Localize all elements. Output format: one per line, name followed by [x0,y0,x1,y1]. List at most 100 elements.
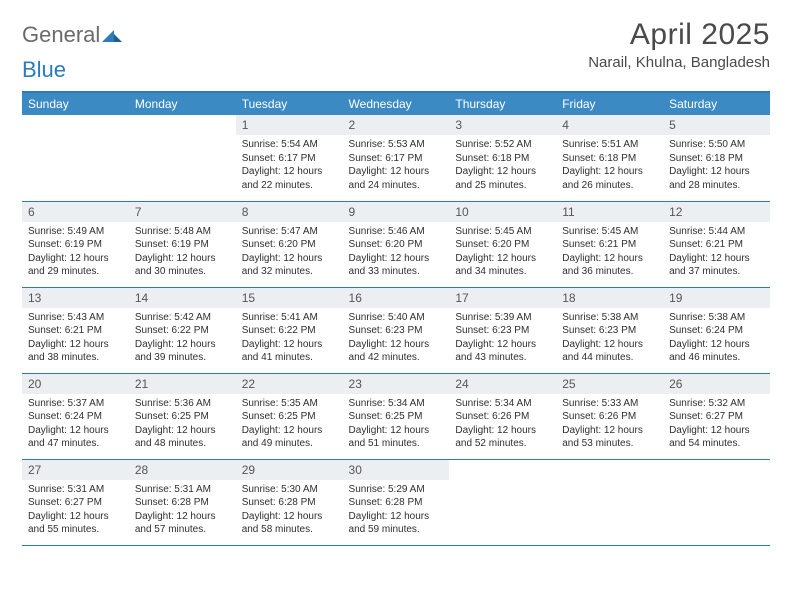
day-number: 22 [236,374,343,394]
day-details: Sunrise: 5:50 AMSunset: 6:18 PMDaylight:… [663,135,770,196]
sunrise-text: Sunrise: 5:47 AM [242,225,337,239]
day-details: Sunrise: 5:31 AMSunset: 6:27 PMDaylight:… [22,480,129,541]
calendar-day-cell: 12Sunrise: 5:44 AMSunset: 6:21 PMDayligh… [663,201,770,287]
daylight-text: Daylight: 12 hours and 28 minutes. [669,165,764,192]
sunset-text: Sunset: 6:28 PM [349,496,444,510]
title-block: April 2025 Narail, Khulna, Bangladesh [588,18,770,71]
calendar-day-cell: 2Sunrise: 5:53 AMSunset: 6:17 PMDaylight… [343,115,450,201]
sunset-text: Sunset: 6:20 PM [349,238,444,252]
sunset-text: Sunset: 6:22 PM [242,324,337,338]
sunrise-text: Sunrise: 5:31 AM [135,483,230,497]
daylight-text: Daylight: 12 hours and 24 minutes. [349,165,444,192]
month-title: April 2025 [588,18,770,52]
sunset-text: Sunset: 6:25 PM [135,410,230,424]
weekday-header: Tuesday [236,92,343,115]
calendar-day-cell: 9Sunrise: 5:46 AMSunset: 6:20 PMDaylight… [343,201,450,287]
sunset-text: Sunset: 6:25 PM [242,410,337,424]
sunset-text: Sunset: 6:26 PM [562,410,657,424]
day-details: Sunrise: 5:39 AMSunset: 6:23 PMDaylight:… [449,308,556,369]
day-number: 14 [129,288,236,308]
sunset-text: Sunset: 6:21 PM [28,324,123,338]
daylight-text: Daylight: 12 hours and 47 minutes. [28,424,123,451]
brand-general: General [22,22,100,48]
day-details: Sunrise: 5:33 AMSunset: 6:26 PMDaylight:… [556,394,663,455]
day-number: 27 [22,460,129,480]
weekday-header: Sunday [22,92,129,115]
daylight-text: Daylight: 12 hours and 37 minutes. [669,252,764,279]
day-details: Sunrise: 5:41 AMSunset: 6:22 PMDaylight:… [236,308,343,369]
day-details: Sunrise: 5:37 AMSunset: 6:24 PMDaylight:… [22,394,129,455]
calendar-table: Sunday Monday Tuesday Wednesday Thursday… [22,91,770,546]
day-details: Sunrise: 5:35 AMSunset: 6:25 PMDaylight:… [236,394,343,455]
sunrise-text: Sunrise: 5:34 AM [349,397,444,411]
calendar-day-cell: 13Sunrise: 5:43 AMSunset: 6:21 PMDayligh… [22,287,129,373]
calendar-week-row: 27Sunrise: 5:31 AMSunset: 6:27 PMDayligh… [22,459,770,545]
day-number: 16 [343,288,450,308]
daylight-text: Daylight: 12 hours and 38 minutes. [28,338,123,365]
location-text: Narail, Khulna, Bangladesh [588,54,770,71]
sunrise-text: Sunrise: 5:29 AM [349,483,444,497]
day-details: Sunrise: 5:29 AMSunset: 6:28 PMDaylight:… [343,480,450,541]
day-number: 21 [129,374,236,394]
day-number: 15 [236,288,343,308]
daylight-text: Daylight: 12 hours and 25 minutes. [455,165,550,192]
daylight-text: Daylight: 12 hours and 34 minutes. [455,252,550,279]
calendar-day-cell: 28Sunrise: 5:31 AMSunset: 6:28 PMDayligh… [129,459,236,545]
daylight-text: Daylight: 12 hours and 26 minutes. [562,165,657,192]
calendar-day-cell: 10Sunrise: 5:45 AMSunset: 6:20 PMDayligh… [449,201,556,287]
calendar-day-cell: 20Sunrise: 5:37 AMSunset: 6:24 PMDayligh… [22,373,129,459]
sunset-text: Sunset: 6:23 PM [455,324,550,338]
daylight-text: Daylight: 12 hours and 51 minutes. [349,424,444,451]
day-number: 1 [236,115,343,135]
day-details: Sunrise: 5:46 AMSunset: 6:20 PMDaylight:… [343,222,450,283]
sunrise-text: Sunrise: 5:52 AM [455,138,550,152]
sunset-text: Sunset: 6:25 PM [349,410,444,424]
day-details: Sunrise: 5:52 AMSunset: 6:18 PMDaylight:… [449,135,556,196]
brand-blue: Blue [22,57,66,83]
sunset-text: Sunset: 6:27 PM [28,496,123,510]
day-details: Sunrise: 5:47 AMSunset: 6:20 PMDaylight:… [236,222,343,283]
calendar-day-cell: 23Sunrise: 5:34 AMSunset: 6:25 PMDayligh… [343,373,450,459]
sunset-text: Sunset: 6:18 PM [455,152,550,166]
calendar-day-cell: 3Sunrise: 5:52 AMSunset: 6:18 PMDaylight… [449,115,556,201]
calendar-day-cell [22,115,129,201]
day-details: Sunrise: 5:40 AMSunset: 6:23 PMDaylight:… [343,308,450,369]
calendar-day-cell: 24Sunrise: 5:34 AMSunset: 6:26 PMDayligh… [449,373,556,459]
calendar-page: General April 2025 Narail, Khulna, Bangl… [0,0,792,556]
sunrise-text: Sunrise: 5:40 AM [349,311,444,325]
sunrise-text: Sunrise: 5:54 AM [242,138,337,152]
sunrise-text: Sunrise: 5:39 AM [455,311,550,325]
day-number: 19 [663,288,770,308]
sunrise-text: Sunrise: 5:44 AM [669,225,764,239]
sunset-text: Sunset: 6:18 PM [562,152,657,166]
weekday-header: Saturday [663,92,770,115]
day-details: Sunrise: 5:43 AMSunset: 6:21 PMDaylight:… [22,308,129,369]
day-number: 29 [236,460,343,480]
day-number: 18 [556,288,663,308]
daylight-text: Daylight: 12 hours and 44 minutes. [562,338,657,365]
sunrise-text: Sunrise: 5:42 AM [135,311,230,325]
day-number: 13 [22,288,129,308]
day-details: Sunrise: 5:31 AMSunset: 6:28 PMDaylight:… [129,480,236,541]
sunset-text: Sunset: 6:23 PM [349,324,444,338]
day-number: 3 [449,115,556,135]
sunset-text: Sunset: 6:21 PM [669,238,764,252]
daylight-text: Daylight: 12 hours and 58 minutes. [242,510,337,537]
day-details: Sunrise: 5:45 AMSunset: 6:21 PMDaylight:… [556,222,663,283]
calendar-day-cell: 15Sunrise: 5:41 AMSunset: 6:22 PMDayligh… [236,287,343,373]
calendar-week-row: 1Sunrise: 5:54 AMSunset: 6:17 PMDaylight… [22,115,770,201]
weekday-header: Thursday [449,92,556,115]
daylight-text: Daylight: 12 hours and 46 minutes. [669,338,764,365]
calendar-week-row: 20Sunrise: 5:37 AMSunset: 6:24 PMDayligh… [22,373,770,459]
day-details: Sunrise: 5:38 AMSunset: 6:23 PMDaylight:… [556,308,663,369]
calendar-day-cell: 5Sunrise: 5:50 AMSunset: 6:18 PMDaylight… [663,115,770,201]
daylight-text: Daylight: 12 hours and 48 minutes. [135,424,230,451]
calendar-week-row: 13Sunrise: 5:43 AMSunset: 6:21 PMDayligh… [22,287,770,373]
day-details: Sunrise: 5:32 AMSunset: 6:27 PMDaylight:… [663,394,770,455]
calendar-day-cell: 1Sunrise: 5:54 AMSunset: 6:17 PMDaylight… [236,115,343,201]
day-details: Sunrise: 5:45 AMSunset: 6:20 PMDaylight:… [449,222,556,283]
day-number: 17 [449,288,556,308]
daylight-text: Daylight: 12 hours and 32 minutes. [242,252,337,279]
calendar-day-cell: 29Sunrise: 5:30 AMSunset: 6:28 PMDayligh… [236,459,343,545]
day-number: 26 [663,374,770,394]
